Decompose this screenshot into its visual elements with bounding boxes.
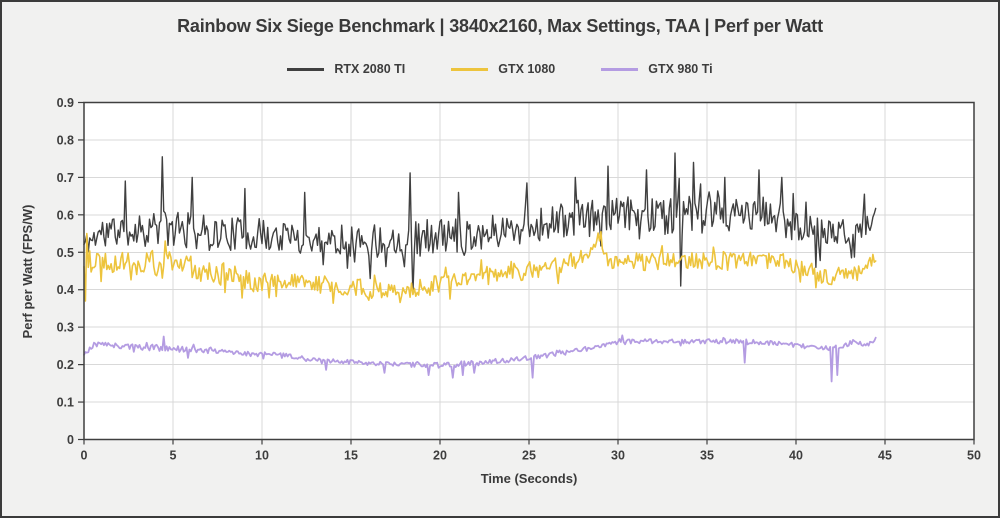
series-line-rtx-2080-ti <box>83 152 877 295</box>
legend-line-swatch <box>451 67 489 71</box>
x-tick-label: 10 <box>255 449 269 463</box>
x-tick-label: 35 <box>700 449 714 463</box>
legend-line-swatch <box>601 67 639 71</box>
y-tick-label: 0.5 <box>57 246 74 260</box>
y-tick-label: 0.1 <box>57 396 74 410</box>
legend-label: GTX 1080 <box>498 62 556 76</box>
y-tick-label: 0.2 <box>57 358 74 372</box>
x-axis-title: Time (Seconds) <box>480 471 578 486</box>
x-tick-label: 15 <box>344 449 358 463</box>
legend: RTX 2080 TI GTX 1080 GTX 980 Ti <box>2 62 998 76</box>
y-tick-label: 0 <box>67 433 74 447</box>
legend-item-rtx-2080-ti: RTX 2080 TI <box>287 62 405 76</box>
y-tick-label: 0.7 <box>57 171 74 185</box>
plot-border <box>83 101 975 441</box>
y-tick-label: 0.8 <box>57 133 74 147</box>
legend-item-gtx-980-ti: GTX 980 Ti <box>601 62 713 76</box>
legend-label: GTX 980 Ti <box>648 62 713 76</box>
x-tick-label: 40 <box>789 449 803 463</box>
x-tick-label: 20 <box>433 449 447 463</box>
series-line-gtx-1080 <box>83 230 877 305</box>
series-line-gtx-980-ti <box>83 334 877 383</box>
legend-line-swatch <box>287 67 325 71</box>
y-tick-label: 0.9 <box>57 96 74 110</box>
y-tick-label: 0.3 <box>57 321 74 335</box>
legend-item-gtx-1080: GTX 1080 <box>451 62 555 76</box>
x-tick-label: 5 <box>170 449 177 463</box>
legend-label: RTX 2080 TI <box>334 62 406 76</box>
x-tick-label: 45 <box>878 449 892 463</box>
y-tick-label: 0.4 <box>57 283 74 297</box>
x-tick-label: 30 <box>611 449 625 463</box>
chart-title: Rainbow Six Siege Benchmark | 3840x2160,… <box>177 16 823 36</box>
y-tick-label: 0.6 <box>57 208 74 222</box>
x-tick-label: 0 <box>81 449 88 463</box>
x-tick-label: 25 <box>522 449 536 463</box>
x-tick-label: 50 <box>967 449 981 463</box>
